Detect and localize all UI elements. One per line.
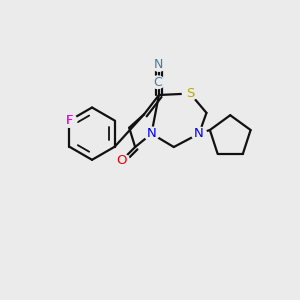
Ellipse shape bbox=[114, 154, 130, 167]
Text: N: N bbox=[147, 127, 156, 140]
Ellipse shape bbox=[152, 59, 166, 71]
Ellipse shape bbox=[151, 76, 165, 88]
Ellipse shape bbox=[191, 127, 207, 140]
Text: N: N bbox=[194, 127, 204, 140]
Ellipse shape bbox=[62, 114, 76, 127]
Text: N: N bbox=[154, 58, 164, 71]
Text: F: F bbox=[66, 114, 73, 127]
Text: C: C bbox=[153, 76, 162, 89]
Ellipse shape bbox=[144, 127, 159, 140]
Ellipse shape bbox=[182, 87, 198, 100]
Text: F: F bbox=[66, 114, 73, 127]
Text: S: S bbox=[186, 87, 194, 100]
Ellipse shape bbox=[62, 114, 77, 127]
Text: O: O bbox=[116, 154, 127, 167]
